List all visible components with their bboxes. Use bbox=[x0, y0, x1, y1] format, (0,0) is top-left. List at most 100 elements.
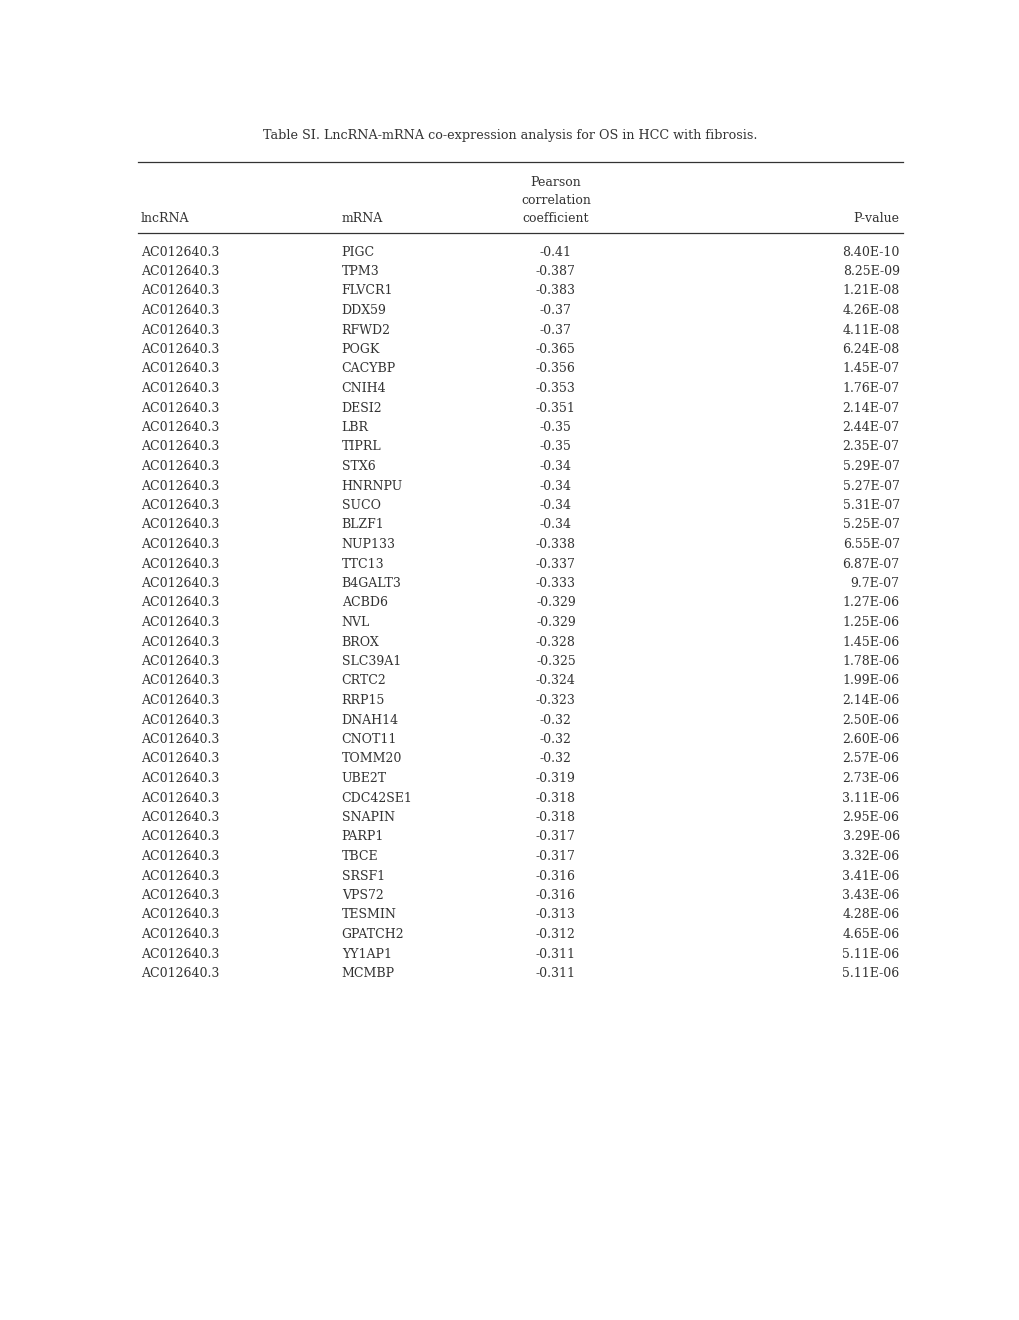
Text: -0.317: -0.317 bbox=[535, 830, 576, 843]
Text: -0.35: -0.35 bbox=[539, 441, 572, 454]
Text: AC012640.3: AC012640.3 bbox=[141, 285, 219, 297]
Text: TIPRL: TIPRL bbox=[341, 441, 381, 454]
Text: STX6: STX6 bbox=[341, 459, 375, 473]
Text: AC012640.3: AC012640.3 bbox=[141, 421, 219, 434]
Text: POGK: POGK bbox=[341, 343, 380, 356]
Text: 1.21E-08: 1.21E-08 bbox=[842, 285, 899, 297]
Text: 5.29E-07: 5.29E-07 bbox=[842, 459, 899, 473]
Text: -0.318: -0.318 bbox=[535, 792, 576, 804]
Text: AC012640.3: AC012640.3 bbox=[141, 597, 219, 610]
Text: AC012640.3: AC012640.3 bbox=[141, 381, 219, 395]
Text: 1.45E-07: 1.45E-07 bbox=[842, 363, 899, 375]
Text: FLVCR1: FLVCR1 bbox=[341, 285, 392, 297]
Text: -0.333: -0.333 bbox=[535, 577, 576, 590]
Text: -0.353: -0.353 bbox=[535, 381, 576, 395]
Text: AC012640.3: AC012640.3 bbox=[141, 792, 219, 804]
Text: -0.313: -0.313 bbox=[535, 908, 576, 921]
Text: DESI2: DESI2 bbox=[341, 401, 382, 414]
Text: 4.65E-06: 4.65E-06 bbox=[842, 928, 899, 941]
Text: 2.14E-06: 2.14E-06 bbox=[842, 694, 899, 708]
Text: AC012640.3: AC012640.3 bbox=[141, 635, 219, 648]
Text: -0.329: -0.329 bbox=[536, 597, 575, 610]
Text: -0.311: -0.311 bbox=[535, 948, 576, 961]
Text: PIGC: PIGC bbox=[341, 246, 374, 259]
Text: 9.7E-07: 9.7E-07 bbox=[850, 577, 899, 590]
Text: -0.356: -0.356 bbox=[535, 363, 576, 375]
Text: 1.99E-06: 1.99E-06 bbox=[842, 675, 899, 688]
Text: MCMBP: MCMBP bbox=[341, 968, 394, 979]
Text: AC012640.3: AC012640.3 bbox=[141, 675, 219, 688]
Text: RFWD2: RFWD2 bbox=[341, 323, 390, 337]
Text: AC012640.3: AC012640.3 bbox=[141, 323, 219, 337]
Text: NVL: NVL bbox=[341, 616, 370, 630]
Text: CNOT11: CNOT11 bbox=[341, 733, 396, 746]
Text: AC012640.3: AC012640.3 bbox=[141, 850, 219, 863]
Text: -0.34: -0.34 bbox=[539, 479, 572, 492]
Text: DDX59: DDX59 bbox=[341, 304, 386, 317]
Text: -0.34: -0.34 bbox=[539, 519, 572, 532]
Text: 4.26E-08: 4.26E-08 bbox=[842, 304, 899, 317]
Text: AC012640.3: AC012640.3 bbox=[141, 810, 219, 824]
Text: 6.24E-08: 6.24E-08 bbox=[842, 343, 899, 356]
Text: 5.31E-07: 5.31E-07 bbox=[842, 499, 899, 512]
Text: PARP1: PARP1 bbox=[341, 830, 384, 843]
Text: GPATCH2: GPATCH2 bbox=[341, 928, 404, 941]
Text: 3.29E-06: 3.29E-06 bbox=[842, 830, 899, 843]
Text: -0.312: -0.312 bbox=[535, 928, 576, 941]
Text: AC012640.3: AC012640.3 bbox=[141, 928, 219, 941]
Text: BROX: BROX bbox=[341, 635, 379, 648]
Text: 5.11E-06: 5.11E-06 bbox=[842, 968, 899, 979]
Text: HNRNPU: HNRNPU bbox=[341, 479, 403, 492]
Text: 3.41E-06: 3.41E-06 bbox=[842, 870, 899, 883]
Text: -0.32: -0.32 bbox=[539, 752, 572, 766]
Text: AC012640.3: AC012640.3 bbox=[141, 908, 219, 921]
Text: -0.318: -0.318 bbox=[535, 810, 576, 824]
Text: AC012640.3: AC012640.3 bbox=[141, 479, 219, 492]
Text: AC012640.3: AC012640.3 bbox=[141, 948, 219, 961]
Text: TPM3: TPM3 bbox=[341, 265, 379, 279]
Text: CACYBP: CACYBP bbox=[341, 363, 395, 375]
Text: P-value: P-value bbox=[853, 211, 899, 224]
Text: -0.32: -0.32 bbox=[539, 714, 572, 726]
Text: AC012640.3: AC012640.3 bbox=[141, 519, 219, 532]
Text: -0.32: -0.32 bbox=[539, 733, 572, 746]
Text: AC012640.3: AC012640.3 bbox=[141, 343, 219, 356]
Text: CRTC2: CRTC2 bbox=[341, 675, 386, 688]
Text: AC012640.3: AC012640.3 bbox=[141, 752, 219, 766]
Text: 6.55E-07: 6.55E-07 bbox=[842, 539, 899, 550]
Text: -0.41: -0.41 bbox=[539, 246, 572, 259]
Text: 4.11E-08: 4.11E-08 bbox=[842, 323, 899, 337]
Text: AC012640.3: AC012640.3 bbox=[141, 539, 219, 550]
Text: -0.323: -0.323 bbox=[535, 694, 576, 708]
Text: AC012640.3: AC012640.3 bbox=[141, 499, 219, 512]
Text: AC012640.3: AC012640.3 bbox=[141, 714, 219, 726]
Text: -0.316: -0.316 bbox=[535, 888, 576, 902]
Text: 1.25E-06: 1.25E-06 bbox=[842, 616, 899, 630]
Text: AC012640.3: AC012640.3 bbox=[141, 441, 219, 454]
Text: CNIH4: CNIH4 bbox=[341, 381, 386, 395]
Text: 1.45E-06: 1.45E-06 bbox=[842, 635, 899, 648]
Text: AC012640.3: AC012640.3 bbox=[141, 772, 219, 785]
Text: 2.95E-06: 2.95E-06 bbox=[842, 810, 899, 824]
Text: 8.25E-09: 8.25E-09 bbox=[842, 265, 899, 279]
Text: AC012640.3: AC012640.3 bbox=[141, 968, 219, 979]
Text: SUCO: SUCO bbox=[341, 499, 380, 512]
Text: 1.76E-07: 1.76E-07 bbox=[842, 381, 899, 395]
Text: AC012640.3: AC012640.3 bbox=[141, 694, 219, 708]
Text: LBR: LBR bbox=[341, 421, 368, 434]
Text: -0.387: -0.387 bbox=[535, 265, 576, 279]
Text: RRP15: RRP15 bbox=[341, 694, 385, 708]
Text: AC012640.3: AC012640.3 bbox=[141, 577, 219, 590]
Text: correlation: correlation bbox=[521, 194, 590, 206]
Text: 2.50E-06: 2.50E-06 bbox=[842, 714, 899, 726]
Text: AC012640.3: AC012640.3 bbox=[141, 557, 219, 570]
Text: CDC42SE1: CDC42SE1 bbox=[341, 792, 412, 804]
Text: Pearson: Pearson bbox=[530, 176, 581, 189]
Text: B4GALT3: B4GALT3 bbox=[341, 577, 401, 590]
Text: coefficient: coefficient bbox=[522, 211, 589, 224]
Text: VPS72: VPS72 bbox=[341, 888, 383, 902]
Text: 1.27E-06: 1.27E-06 bbox=[842, 597, 899, 610]
Text: 3.43E-06: 3.43E-06 bbox=[842, 888, 899, 902]
Text: AC012640.3: AC012640.3 bbox=[141, 655, 219, 668]
Text: 3.11E-06: 3.11E-06 bbox=[842, 792, 899, 804]
